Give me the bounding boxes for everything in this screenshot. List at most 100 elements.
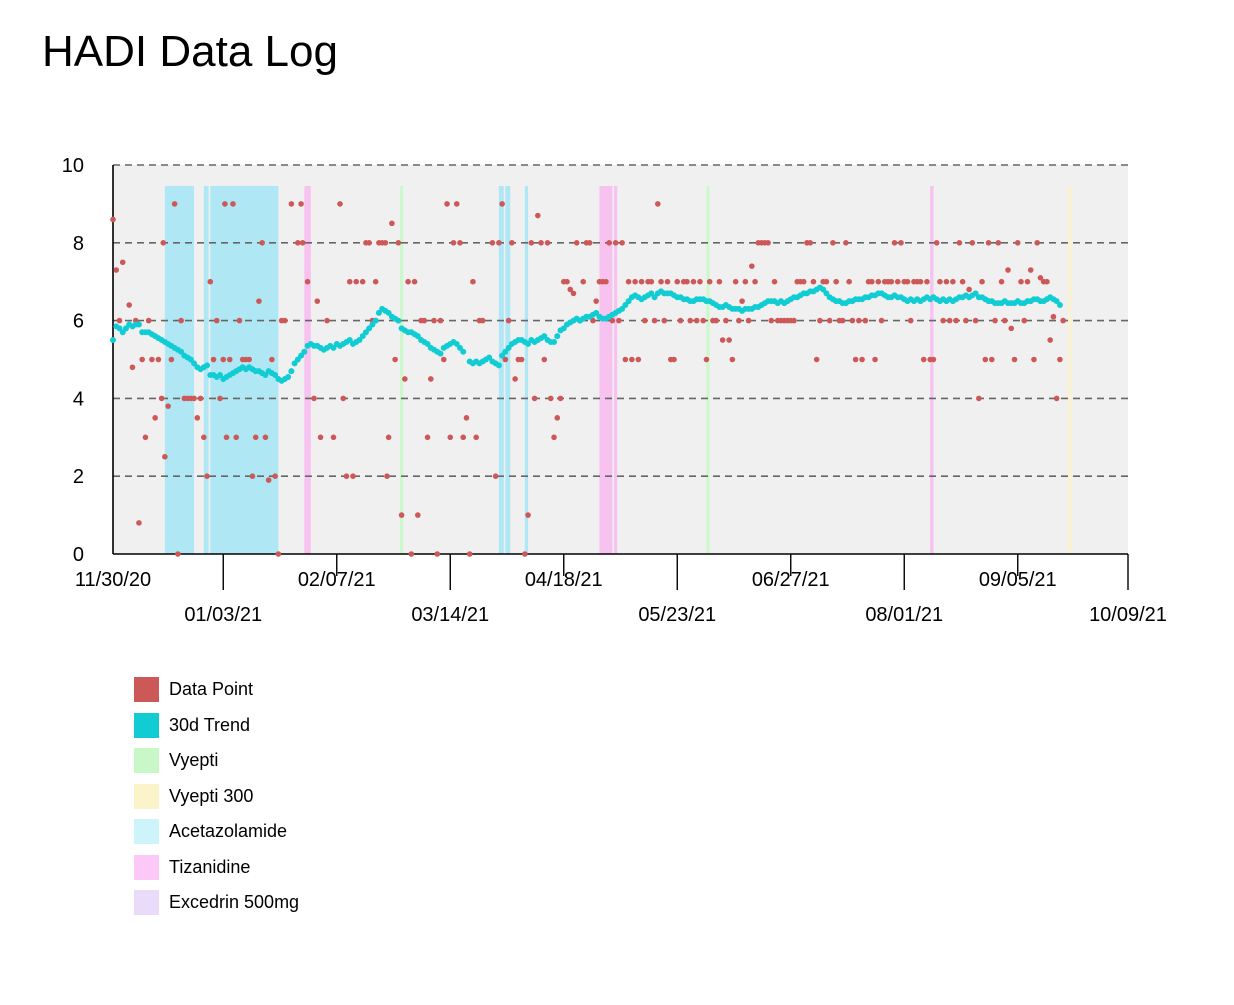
data-point [671,356,677,363]
data-point [525,512,531,518]
data-point [236,317,243,324]
legend-label: 30d Trend [169,714,251,735]
data-point [826,317,833,324]
data-point [522,551,528,557]
data-point [823,278,830,285]
data-point [739,298,745,304]
tick-labels: 0 2 4 6 8 10 11/30/20 01/03/21 02/07/21 03/14/21 0… [62,155,1167,626]
data-point [382,240,389,246]
band-acetazolamide [164,186,195,554]
data-point [424,434,431,441]
legend-label: Data Point [169,679,254,700]
data-point [178,317,184,324]
data-point [924,278,930,285]
data-point [859,356,865,363]
data-point [843,240,849,246]
legend-label: Tizanidine [169,856,251,877]
data-point [719,337,726,343]
data-point [625,278,632,285]
band-vyepti-300 [1068,186,1072,554]
data-point [726,337,732,343]
legend-item: Tizanidine [134,850,299,886]
data-point [856,317,862,324]
trend-point [460,348,467,355]
data-point [989,356,995,363]
x-tick-label: 10/09/21 [1089,604,1167,626]
data-point [136,520,142,526]
data-point [878,317,885,324]
data-point [917,278,924,285]
data-point [950,278,956,285]
data-point [427,376,434,382]
data-point [492,473,499,480]
data-point [1001,317,1008,324]
data-point [337,201,343,207]
data-point [1024,278,1031,285]
band-acetazolamide [524,186,529,554]
data-point [1031,356,1037,363]
data-point [444,201,450,207]
data-point [160,240,167,246]
data-point [298,201,304,207]
data-point [603,278,609,285]
data-point [966,286,972,293]
data-point [314,298,321,304]
data-point [220,356,227,363]
data-point [839,317,846,324]
data-point [567,286,574,293]
data-point [213,317,220,324]
band-acetazolamide [498,186,504,554]
data-point [982,356,989,363]
band-tizanidine [930,186,934,554]
data-point [642,317,648,324]
data-point [985,240,992,246]
data-point [616,317,622,324]
data-point [992,317,998,324]
data-point [586,240,593,246]
data-point [622,356,629,363]
data-point [693,317,700,324]
data-point [700,317,706,324]
data-point [405,278,411,285]
trend-swatch [134,712,159,738]
legend-label: Vyepti 300 [169,785,254,806]
data-point [810,278,817,285]
data-point [275,551,282,557]
data-point [359,278,366,285]
data-point [246,356,252,363]
data-point [697,278,703,285]
data-point [249,473,256,480]
data-point [440,356,447,363]
data-point [661,317,668,324]
data-point [142,434,149,441]
data-point [956,240,963,246]
data-point [269,356,275,363]
trend-point [551,338,558,345]
data-point [499,201,505,207]
data-point [544,240,551,246]
band-tizanidine [599,186,613,554]
data-point [687,317,694,324]
vyepti-swatch [134,748,159,774]
data-point [1047,337,1053,343]
data-point [463,415,470,421]
data-point [200,434,207,441]
x-tick-label: 05/23/21 [638,604,716,626]
data-point [411,278,418,285]
data-point [304,278,311,285]
data-point [265,477,272,483]
data-point [299,240,306,246]
data-point [447,434,454,441]
x-tick-label: 02/07/21 [298,569,376,591]
data-point [1053,395,1060,402]
data-point [509,240,515,246]
y-tick-label: 10 [62,155,84,177]
x-tick-label: 09/05/21 [979,569,1057,591]
data-point [894,278,901,285]
trend-points [110,284,1063,384]
data-point [1021,317,1028,324]
data-point [230,201,236,207]
data-point [664,278,671,285]
data-point [963,317,969,324]
data-point [953,317,959,324]
